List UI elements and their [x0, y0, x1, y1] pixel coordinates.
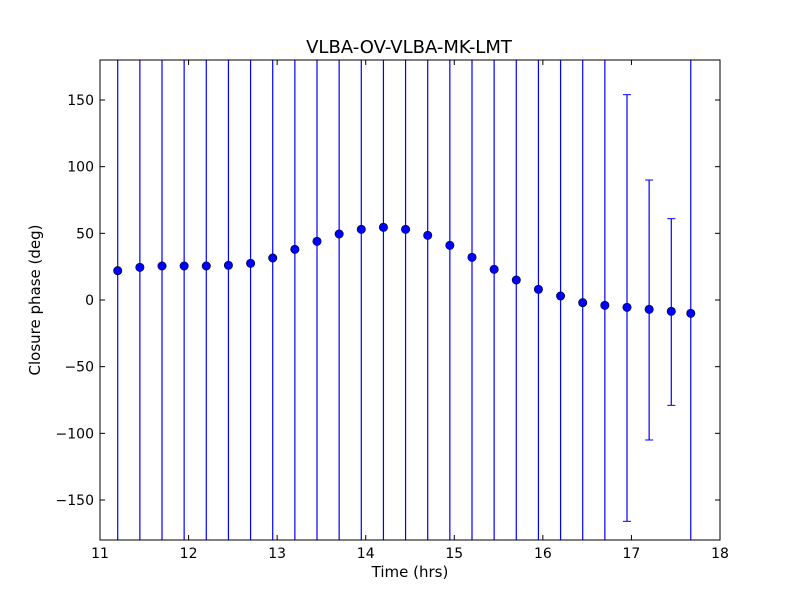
- data-point: [334, 229, 344, 239]
- y-tick-label: 0: [85, 293, 94, 309]
- data-point: [246, 258, 256, 268]
- x-tick-label: 13: [268, 546, 286, 562]
- data-point: [578, 298, 588, 308]
- y-axis: −150 −100 −50 0 50 100 150: [56, 93, 720, 509]
- chart-title: VLBA-OV-VLBA-MK-LMT: [306, 37, 513, 58]
- x-tick-label: 12: [180, 546, 198, 562]
- y-tick-label: 50: [76, 226, 94, 242]
- data-point: [644, 304, 654, 314]
- data-point: [622, 302, 632, 312]
- data-point: [157, 261, 167, 271]
- data-point: [600, 300, 610, 310]
- y-tick-label: −50: [64, 360, 94, 376]
- x-tick-label: 16: [534, 546, 552, 562]
- data-point: [201, 261, 211, 271]
- data-point: [290, 244, 300, 254]
- plot-content: [113, 60, 696, 540]
- data-point: [556, 291, 566, 301]
- y-tick-label: −100: [56, 426, 94, 442]
- y-tick-label: 150: [67, 93, 94, 109]
- data-point: [179, 261, 189, 271]
- data-point: [511, 275, 521, 285]
- x-axis: 11 12 13 14 15 16 17 18: [91, 60, 729, 562]
- data-point: [312, 236, 322, 246]
- y-tick-label: 100: [67, 160, 94, 176]
- data-point: [423, 230, 433, 240]
- x-tick-label: 14: [357, 546, 375, 562]
- data-point: [268, 253, 278, 263]
- data-point: [135, 262, 145, 272]
- y-tick-label: −150: [56, 493, 94, 509]
- x-axis-label: Time (hrs): [371, 563, 449, 581]
- data-point: [467, 252, 477, 262]
- x-tick-label: 18: [711, 546, 729, 562]
- x-tick-label: 15: [445, 546, 463, 562]
- data-point: [378, 222, 388, 232]
- data-point: [666, 306, 676, 316]
- data-point: [686, 308, 696, 318]
- y-axis-label: Closure phase (deg): [26, 225, 44, 376]
- data-point: [489, 264, 499, 274]
- data-point: [356, 224, 366, 234]
- x-tick-label: 11: [91, 546, 109, 562]
- data-point: [533, 284, 543, 294]
- data-point: [223, 260, 233, 270]
- data-point: [401, 224, 411, 234]
- data-point: [445, 240, 455, 250]
- x-tick-label: 17: [623, 546, 641, 562]
- data-point: [113, 266, 123, 276]
